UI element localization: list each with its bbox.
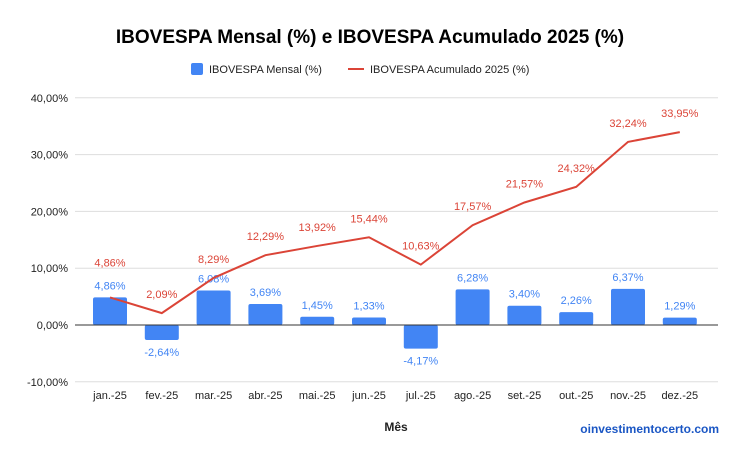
- bar-data-label: 4,86%: [94, 280, 125, 292]
- bar-data-label: 3,40%: [509, 289, 540, 301]
- line-data-label: 32,24%: [609, 118, 647, 130]
- y-tick-label: 0,00%: [37, 320, 68, 332]
- bar-data-label: 6,08%: [198, 273, 229, 285]
- bar-data-label: -4,17%: [403, 356, 438, 368]
- y-tick-label: -10,00%: [27, 377, 68, 389]
- x-tick-label: fev.-25: [145, 390, 178, 402]
- line-data-label: 17,57%: [454, 201, 492, 213]
- chart-title: IBOVESPA Mensal (%) e IBOVESPA Acumulado…: [116, 27, 624, 48]
- bar: [507, 305, 542, 325]
- line-data-label: 24,32%: [558, 163, 596, 175]
- bar-data-label: 6,37%: [612, 272, 643, 284]
- x-tick-label: set.-25: [508, 390, 542, 402]
- y-tick-label: 10,00%: [31, 263, 69, 275]
- line-data-label: 13,92%: [299, 222, 337, 234]
- legend-label-bar: IBOVESPA Mensal (%): [209, 64, 322, 76]
- x-tick-label: ago.-25: [454, 390, 491, 402]
- line-data-label: 8,29%: [198, 254, 229, 266]
- bar: [144, 325, 179, 340]
- x-tick-label: mai.-25: [299, 390, 336, 402]
- line-data-label: 33,95%: [661, 108, 699, 120]
- bar-data-label: 1,33%: [353, 300, 384, 312]
- bar: [352, 317, 386, 325]
- bar: [455, 289, 490, 325]
- legend-label-line: IBOVESPA Acumulado 2025 (%): [370, 64, 529, 76]
- line-data-label: 10,63%: [402, 241, 440, 253]
- x-tick-label: jul.-25: [405, 390, 436, 402]
- x-tick-label: out.-25: [559, 390, 593, 402]
- line-data-label: 2,09%: [146, 289, 177, 301]
- x-tick-label: nov.-25: [610, 390, 646, 402]
- bar-data-label: 1,45%: [302, 300, 333, 312]
- x-tick-label: dez.-25: [661, 390, 698, 402]
- line-data-label: 15,44%: [350, 213, 388, 225]
- bar: [559, 312, 594, 325]
- bar-data-label: -2,64%: [144, 347, 179, 359]
- bar-data-label: 2,26%: [561, 295, 592, 307]
- bar: [196, 290, 231, 325]
- y-tick-label: 30,00%: [31, 150, 69, 162]
- bar: [300, 316, 335, 325]
- bar-data-label: 6,28%: [457, 272, 488, 284]
- x-tick-label: abr.-25: [248, 390, 282, 402]
- bar-data-label: 1,29%: [664, 301, 695, 313]
- line-data-label: 12,29%: [247, 231, 285, 243]
- bar: [403, 325, 438, 349]
- x-tick-label: jan.-25: [92, 390, 127, 402]
- line-series: [109, 131, 680, 315]
- y-tick-label: 40,00%: [31, 93, 69, 105]
- line-data-label: 4,86%: [94, 257, 125, 269]
- bar: [248, 304, 283, 325]
- legend-swatch-bar: [191, 63, 203, 75]
- watermark: oinvestimentocerto.com: [580, 422, 719, 436]
- bar: [611, 288, 645, 325]
- bar: [93, 297, 127, 325]
- bar: [662, 317, 697, 325]
- x-tick-label: mar.-25: [195, 390, 232, 402]
- y-tick-label: 20,00%: [31, 206, 69, 218]
- line-data-label: 21,57%: [506, 178, 544, 190]
- x-tick-label: jun.-25: [351, 390, 386, 402]
- bar-data-label: 3,69%: [250, 287, 281, 299]
- x-axis-label: Mês: [384, 420, 408, 434]
